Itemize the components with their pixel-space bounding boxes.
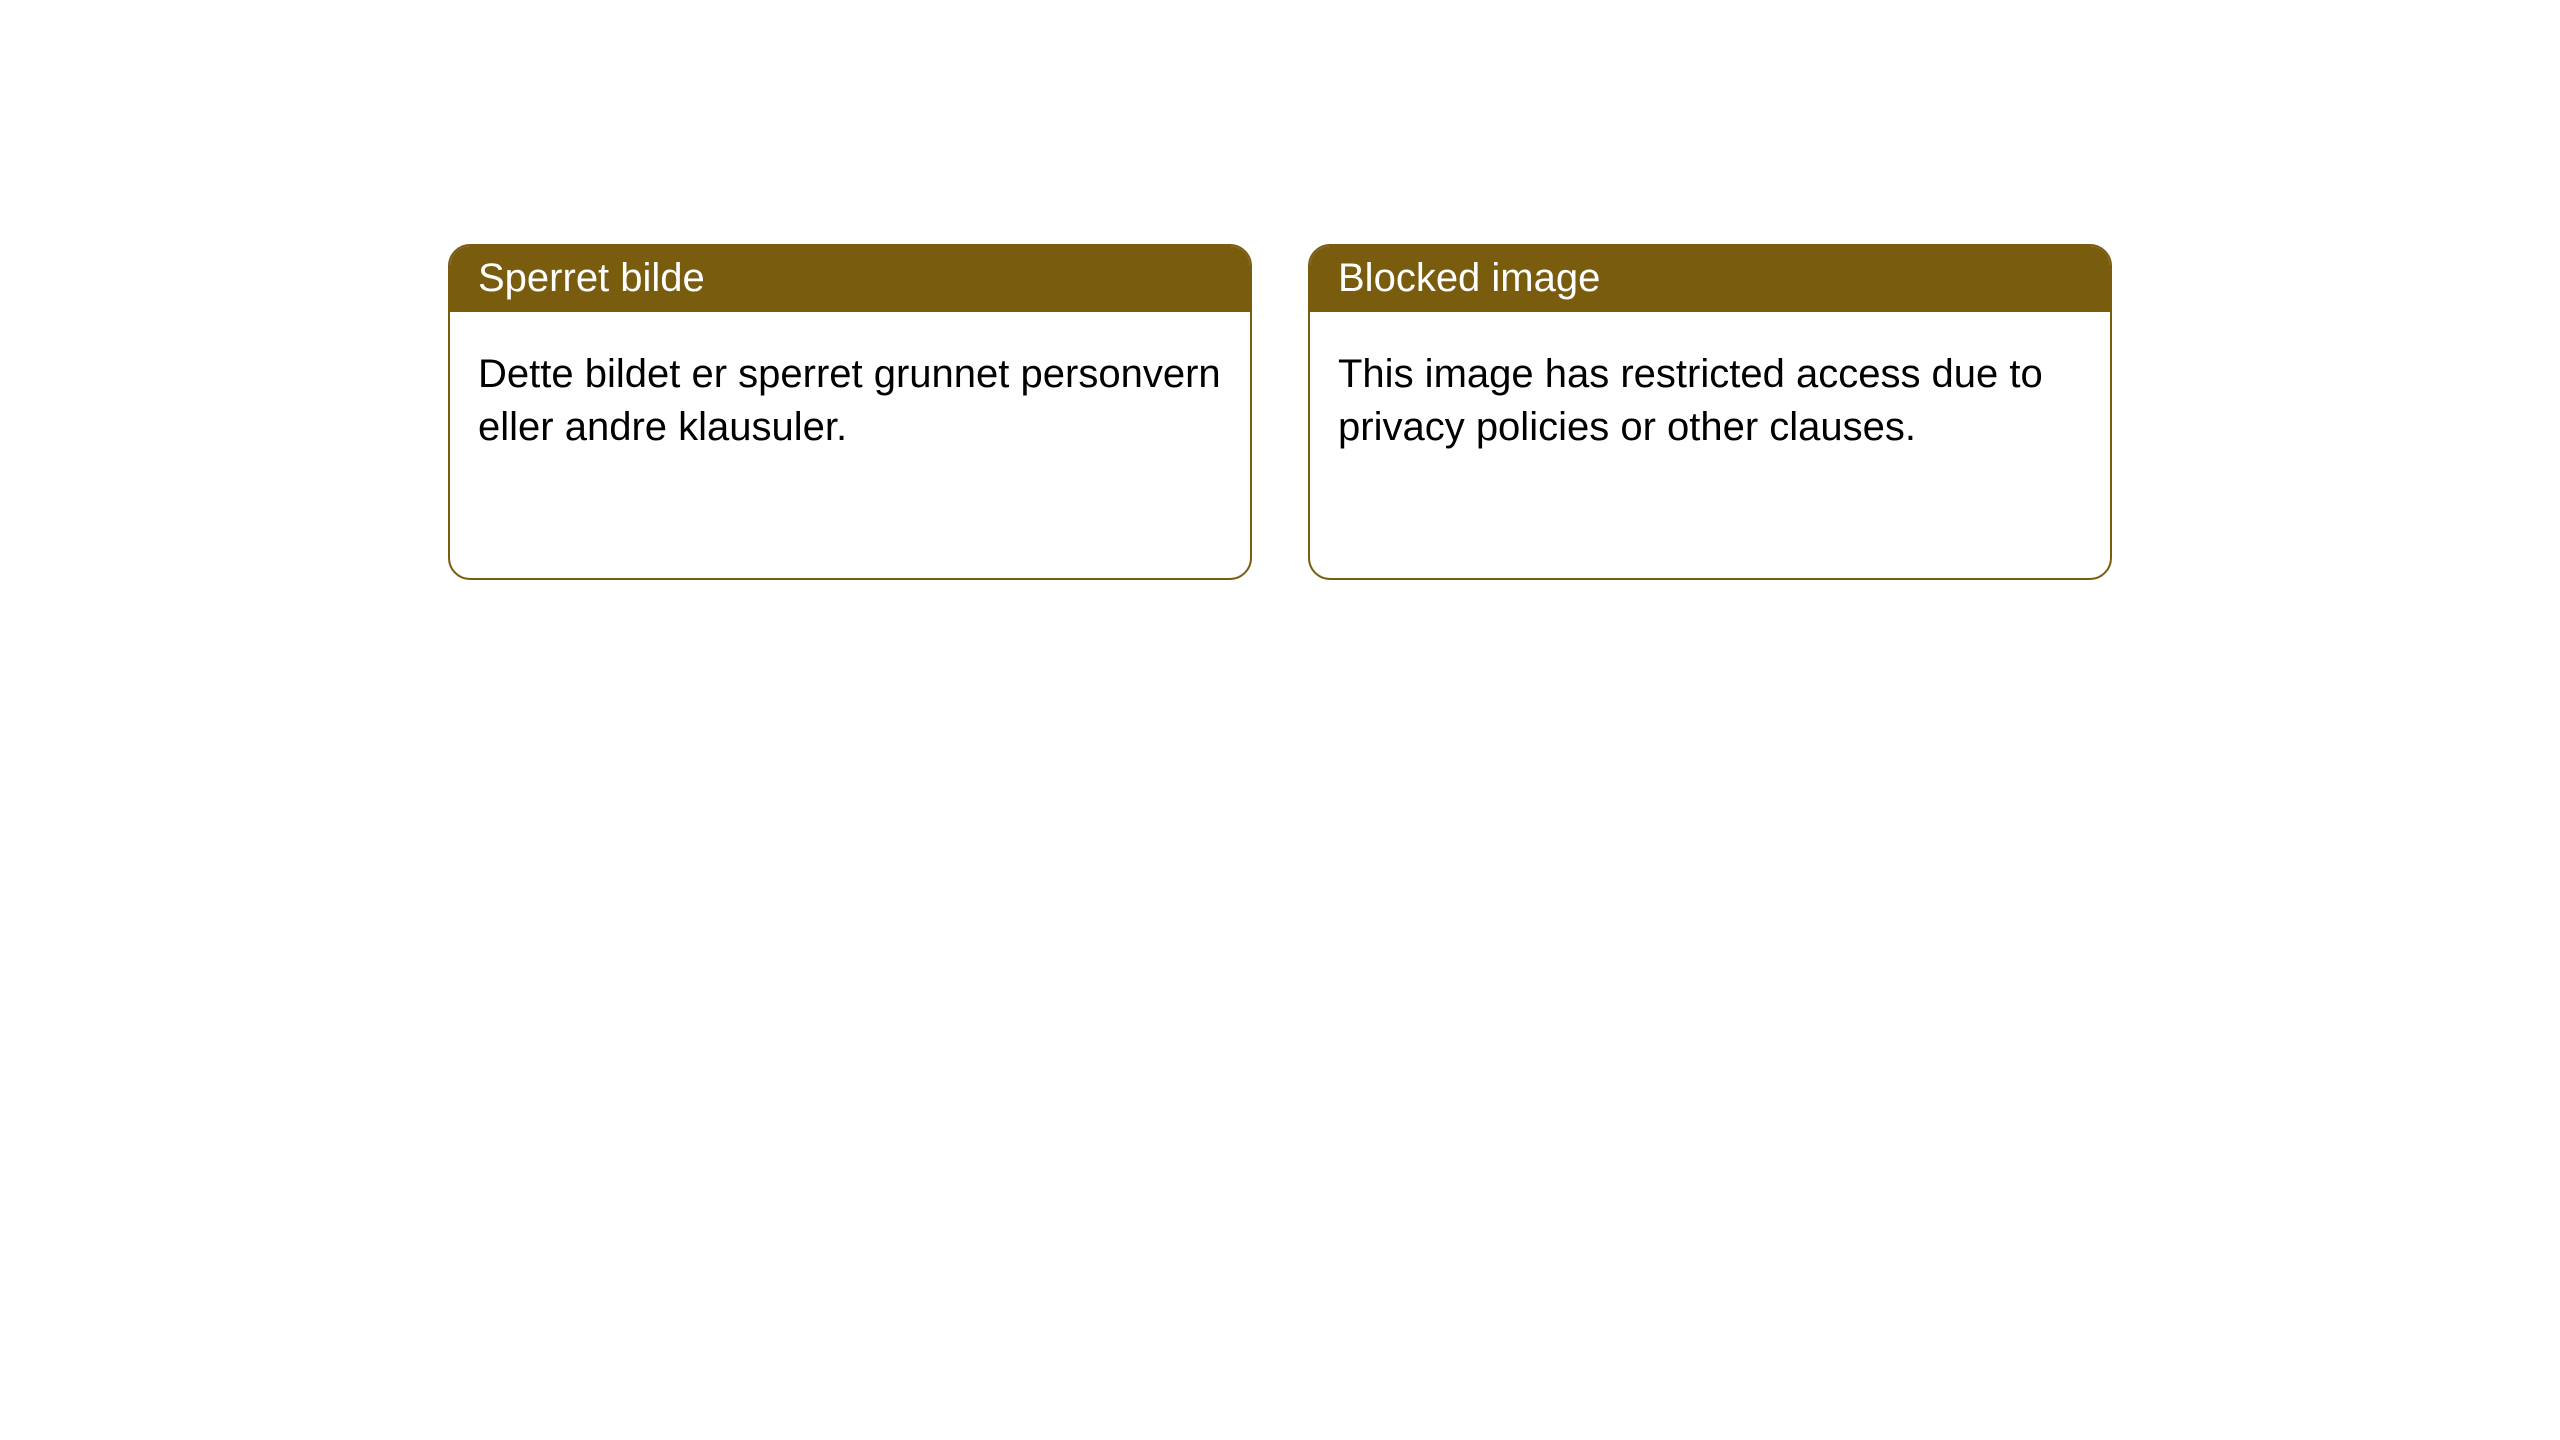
notice-title-english: Blocked image xyxy=(1310,246,2110,312)
notice-body-english: This image has restricted access due to … xyxy=(1310,312,2110,490)
notice-container: Sperret bilde Dette bildet er sperret gr… xyxy=(0,0,2560,580)
notice-body-norwegian: Dette bildet er sperret grunnet personve… xyxy=(450,312,1250,490)
notice-card-norwegian: Sperret bilde Dette bildet er sperret gr… xyxy=(448,244,1252,580)
notice-card-english: Blocked image This image has restricted … xyxy=(1308,244,2112,580)
notice-title-norwegian: Sperret bilde xyxy=(450,246,1250,312)
